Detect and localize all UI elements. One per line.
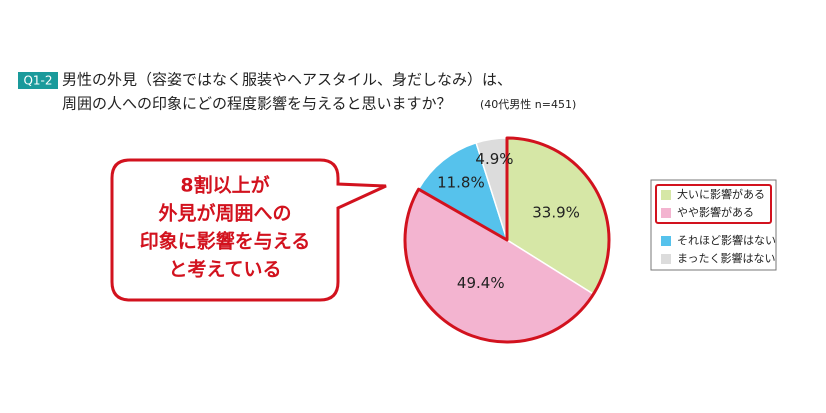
legend-label: まったく影響はない xyxy=(677,251,776,265)
legend-label: やや影響がある xyxy=(677,205,754,219)
title-line: 周囲の人への印象にどの程度影響を与えると思いますか？ xyxy=(62,95,452,113)
legend-swatch xyxy=(661,236,671,246)
legend-box xyxy=(650,179,777,271)
legend-swatch xyxy=(661,208,671,218)
annotation-line: 印象に影響を与える xyxy=(140,230,310,253)
annotation-line: 8割以上が xyxy=(180,174,269,197)
legend-swatch xyxy=(661,254,671,264)
note: (40代男性 n=451) xyxy=(480,97,576,111)
callout xyxy=(110,158,387,302)
value-label: 49.4% xyxy=(457,274,505,292)
legend-label: それほど影響はない xyxy=(677,233,776,247)
title-line: 男性の外見（容姿ではなく服装やヘアスタイル、身だしなみ）は、 xyxy=(62,71,512,89)
legend-label: 大いに影響がある xyxy=(677,187,765,201)
badge: Q1-2 xyxy=(23,74,52,88)
legend-swatch xyxy=(661,190,671,200)
annotation-line: と考えている xyxy=(168,259,281,281)
value-label: 11.8% xyxy=(437,173,485,191)
annotation-line: 外見が周囲への xyxy=(158,202,291,225)
value-label: 4.9% xyxy=(475,150,513,168)
value-label: 33.9% xyxy=(532,203,580,221)
highlight-outline xyxy=(403,136,611,344)
badge-bg xyxy=(18,72,58,89)
legend-highlight xyxy=(655,184,772,224)
